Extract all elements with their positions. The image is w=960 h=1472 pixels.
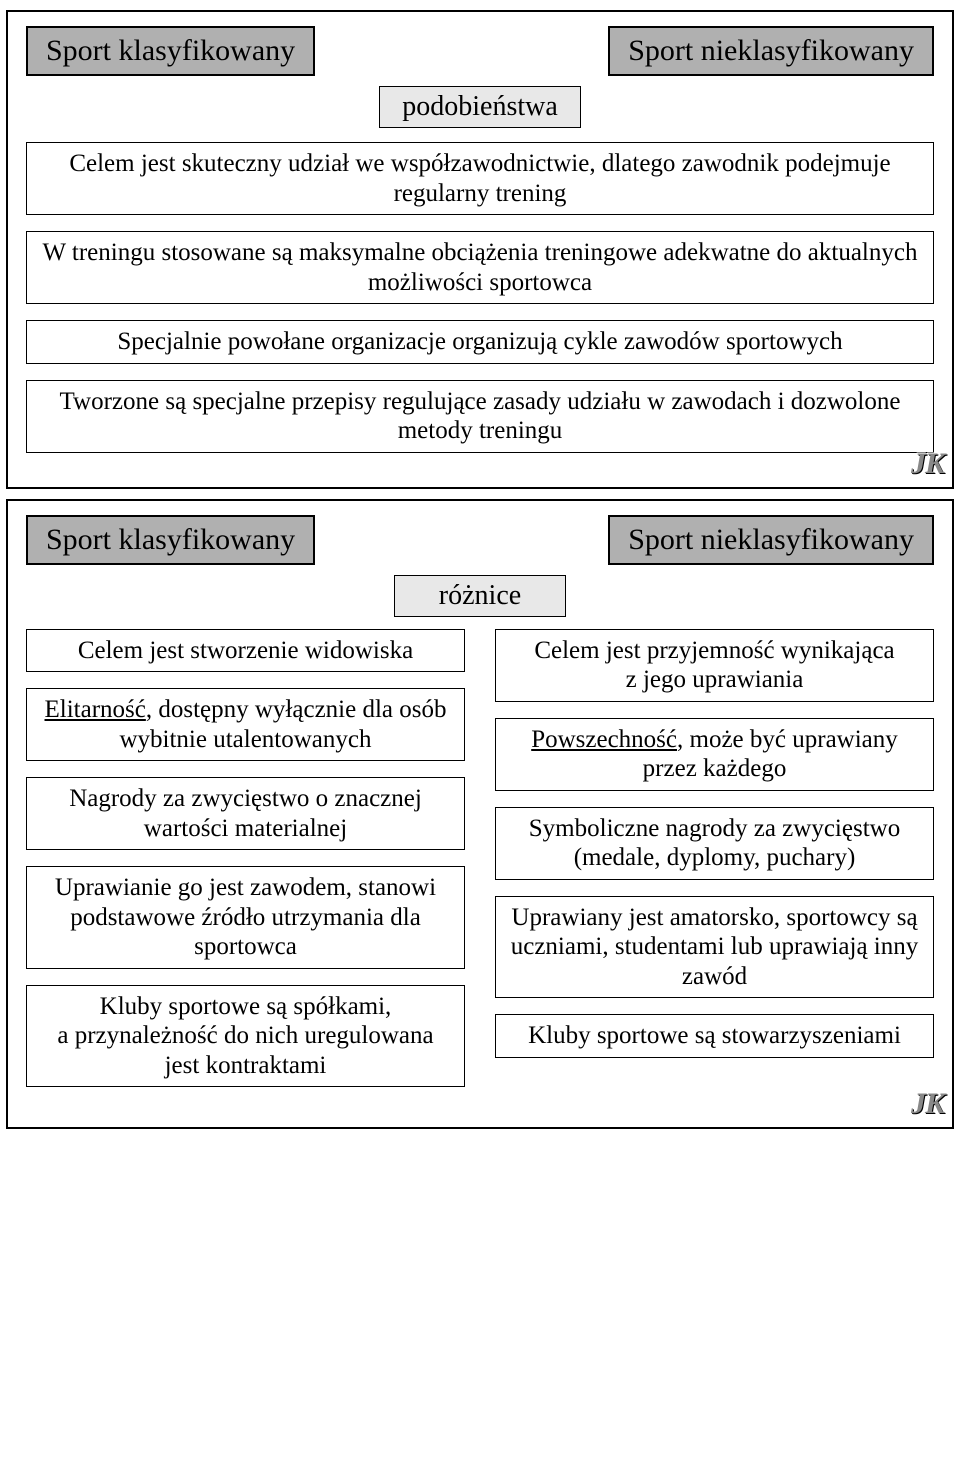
similarity-box: Specjalnie powołane organizacje organizu… (26, 320, 934, 364)
header-unclassified: Sport nieklasyfikowany (608, 26, 934, 76)
sublabel-similarities: podobieństwa (379, 86, 581, 128)
difference-box: Kluby sportowe są stowarzyszeniami (495, 1014, 934, 1058)
right-column: Celem jest przyjemność wynikająca z jego… (495, 629, 934, 1088)
difference-box: Kluby sportowe są spółkami, a przynależn… (26, 985, 465, 1088)
difference-box: Uprawianie go jest zawodem, stanowi pods… (26, 866, 465, 969)
left-column: Celem jest stworzenie widowiska Elitarno… (26, 629, 465, 1088)
similarity-box: Celem jest skuteczny udział we współzawo… (26, 142, 934, 215)
rest-text: , dostępny wyłącznie dla osób wybitnie u… (119, 696, 446, 753)
header-row: Sport klasyfikowany Sport nieklasyfikowa… (26, 26, 934, 76)
panel-similarities: Sport klasyfikowany Sport nieklasyfikowa… (6, 10, 954, 489)
difference-box: Celem jest stworzenie widowiska (26, 629, 465, 673)
differences-columns: Celem jest stworzenie widowiska Elitarno… (26, 629, 934, 1088)
panel-differences: Sport klasyfikowany Sport nieklasyfikowa… (6, 499, 954, 1130)
header-classified: Sport klasyfikowany (26, 515, 315, 565)
sublabel-differences: różnice (394, 575, 566, 617)
header-unclassified: Sport nieklasyfikowany (608, 515, 934, 565)
similarity-box: W treningu stosowane są maksymalne obcią… (26, 231, 934, 304)
similarity-box: Tworzone są specjalne przepisy regulując… (26, 380, 934, 453)
underline-term: Powszechność (531, 726, 677, 753)
difference-box: Symboliczne nagrody za zwycięstwo (medal… (495, 807, 934, 880)
sublabel-wrap: różnice (26, 575, 934, 617)
header-row: Sport klasyfikowany Sport nieklasyfikowa… (26, 515, 934, 565)
rest-text: , może być uprawiany przez każdego (643, 726, 898, 783)
difference-box: Uprawiany jest amatorsko, sportowcy są u… (495, 896, 934, 999)
header-classified: Sport klasyfikowany (26, 26, 315, 76)
watermark-icon: JK (911, 447, 944, 481)
difference-box: Powszechność, może być uprawiany przez k… (495, 718, 934, 791)
difference-box: Celem jest przyjemność wynikająca z jego… (495, 629, 934, 702)
watermark-icon: JK (911, 1087, 944, 1121)
difference-box: Elitarność, dostępny wyłącznie dla osób … (26, 688, 465, 761)
underline-term: Elitarność (45, 696, 146, 723)
difference-box: Nagrody za zwycięstwo o znacznej wartośc… (26, 777, 465, 850)
